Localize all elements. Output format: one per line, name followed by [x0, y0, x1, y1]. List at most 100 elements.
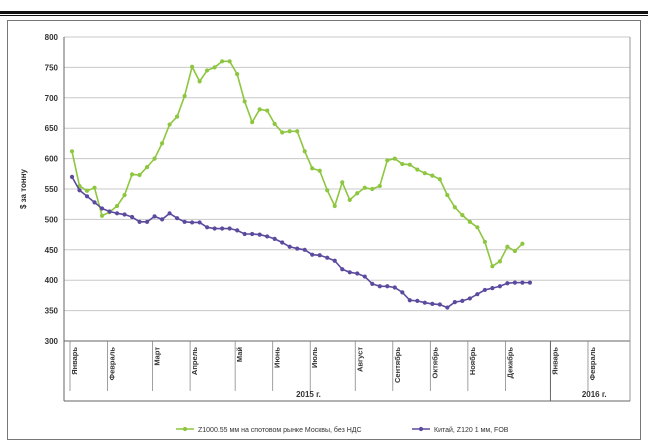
data-point [460, 213, 465, 218]
data-point [452, 205, 457, 210]
y-axis-title-text: $ за тонну [19, 168, 28, 209]
data-point [190, 220, 195, 225]
x-month-label: Январь [70, 347, 79, 375]
data-point [295, 129, 300, 134]
data-point [362, 274, 367, 279]
data-point [159, 217, 165, 222]
x-month-label: Октябрь [430, 347, 439, 379]
data-point [235, 71, 240, 77]
data-point [144, 165, 150, 170]
data-point [84, 188, 90, 193]
data-point [445, 305, 450, 310]
data-point [227, 59, 232, 64]
data-point [302, 247, 307, 252]
data-point [99, 206, 105, 211]
data-point [527, 280, 533, 285]
legend-label: Китай, Z120 1 мм, FOB [434, 426, 509, 434]
y-tick-label: 350 [45, 307, 59, 316]
data-point [250, 120, 255, 125]
y-tick-label: 700 [45, 94, 59, 103]
data-point [137, 219, 142, 224]
legend-swatch-marker [182, 426, 188, 432]
data-point [287, 129, 292, 134]
data-point [505, 244, 510, 249]
x-month-label: Апрель [190, 347, 199, 375]
x-month-label: Ноябрь [468, 347, 477, 375]
series-lines [69, 59, 533, 310]
x-month-label: Август [355, 347, 364, 372]
data-point [174, 114, 180, 119]
y-tick-label: 400 [45, 276, 59, 285]
data-point [152, 214, 157, 219]
data-point [272, 236, 277, 241]
gridlines [64, 36, 630, 342]
data-point [445, 192, 450, 198]
series-1 [69, 59, 525, 269]
legend-swatch-marker [418, 426, 424, 432]
x-year-labels: 2015 г. 2016 г. [296, 390, 607, 399]
data-point [467, 296, 472, 301]
data-point [430, 301, 435, 307]
x-month-label: Декабрь [505, 347, 514, 379]
data-point [490, 286, 495, 291]
data-point [227, 226, 232, 231]
data-point [190, 64, 195, 69]
data-point [265, 108, 270, 113]
data-point [422, 171, 427, 176]
x-month-label: Июль [310, 347, 319, 368]
data-point [385, 158, 390, 163]
data-point [280, 130, 285, 135]
y-tick-label: 800 [45, 33, 59, 42]
y-tick-label: 750 [45, 63, 59, 72]
data-point [205, 225, 210, 230]
data-point [460, 298, 465, 303]
data-point [355, 271, 360, 276]
data-point [144, 219, 150, 224]
data-point [287, 244, 292, 249]
data-point [355, 191, 360, 196]
data-point [152, 156, 157, 161]
data-point [332, 203, 337, 209]
y-tick-label: 300 [45, 337, 59, 346]
legend: Z1000.55 мм на спотовом рынке Москвы, бе… [176, 426, 509, 434]
price-chart: 300 350 400 450 500 550 600 650 700 750 800 $ за т… [19, 33, 631, 434]
y-axis-title: $ за тонну [19, 168, 28, 209]
x-month-label: Февраль [588, 347, 597, 381]
data-point [385, 284, 390, 289]
data-point [415, 298, 420, 303]
data-point [370, 186, 375, 192]
data-point [280, 240, 285, 245]
data-point [332, 258, 337, 263]
x-month-label: Январь [550, 347, 559, 375]
data-point [197, 79, 202, 84]
data-point [520, 241, 525, 246]
y-tick-label: 550 [45, 185, 59, 194]
data-point [467, 219, 472, 224]
data-point [392, 156, 397, 161]
data-point [107, 209, 112, 214]
x-month-label: Март [153, 347, 162, 366]
y-tick-labels: 300 350 400 450 500 550 600 650 700 750 800 [45, 33, 59, 346]
data-point [77, 188, 82, 193]
data-point [114, 203, 120, 209]
data-point [220, 226, 225, 231]
data-point [272, 121, 277, 127]
data-point [437, 177, 442, 182]
legend-label: Z1000.55 мм на спотовом рынке Москвы, бе… [198, 426, 362, 434]
data-point [205, 68, 210, 73]
data-point [99, 213, 105, 218]
data-point [407, 298, 412, 303]
data-point [340, 267, 345, 272]
data-point [84, 194, 90, 199]
data-point [212, 65, 217, 70]
series-line [71, 176, 530, 309]
data-point [122, 212, 127, 217]
data-point [310, 252, 315, 257]
y-tick-label: 450 [45, 246, 59, 255]
data-point [407, 162, 412, 167]
data-point [220, 59, 225, 64]
page-header-strip [0, 0, 648, 14]
x-year-label: 2015 г. [296, 390, 321, 399]
x-month-label: Сентябрь [393, 347, 402, 383]
data-point [490, 264, 495, 269]
